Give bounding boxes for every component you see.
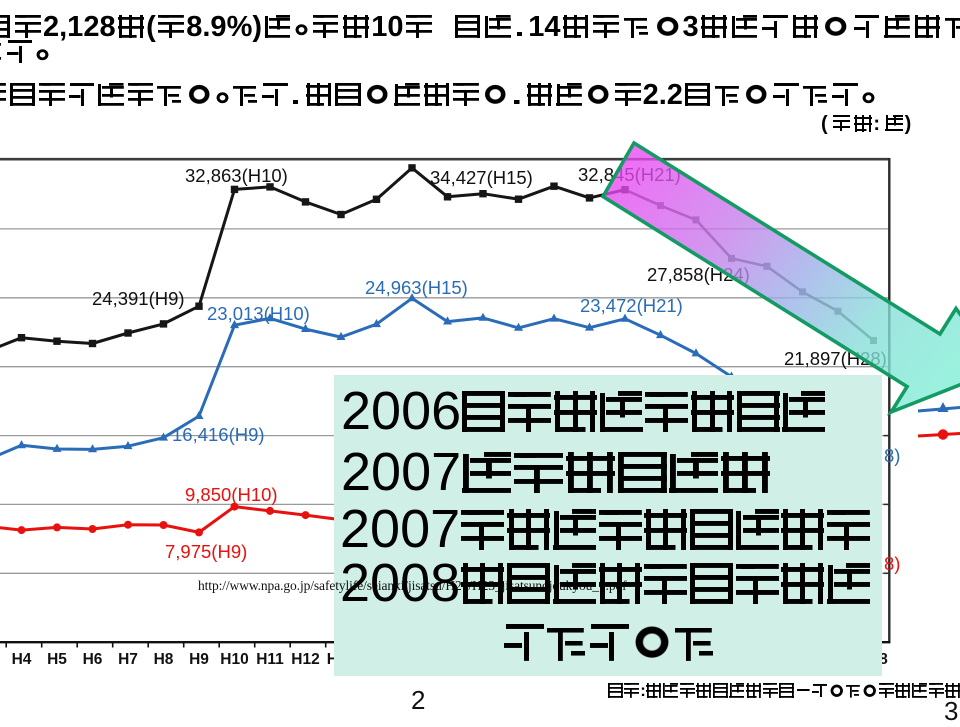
- svg-text:H9: H9: [189, 651, 209, 668]
- svg-text:8): 8): [884, 445, 900, 466]
- svg-text:32,863(H10): 32,863(H10): [185, 165, 288, 186]
- svg-text:H5: H5: [47, 651, 67, 668]
- svg-text:34,427(H15): 34,427(H15): [430, 167, 533, 188]
- svg-text:24,963(H15): 24,963(H15): [365, 277, 468, 298]
- svg-text:H4: H4: [12, 651, 32, 668]
- svg-text:H11: H11: [256, 651, 284, 668]
- svg-text:8): 8): [884, 553, 900, 574]
- svg-text:H12: H12: [291, 651, 319, 668]
- svg-text:H8: H8: [154, 651, 174, 668]
- svg-text:24,391(H9): 24,391(H9): [92, 288, 185, 309]
- svg-text:16,416(H9): 16,416(H9): [172, 424, 265, 445]
- svg-text:H6: H6: [83, 651, 103, 668]
- svg-text:7,975(H9): 7,975(H9): [165, 541, 247, 562]
- svg-text:9,850(H10): 9,850(H10): [185, 484, 278, 505]
- svg-text:23,013(H10): 23,013(H10): [207, 303, 310, 324]
- svg-text:23,472(H21): 23,472(H21): [580, 295, 683, 316]
- svg-text:H10: H10: [220, 651, 248, 668]
- svg-text:H7: H7: [118, 651, 138, 668]
